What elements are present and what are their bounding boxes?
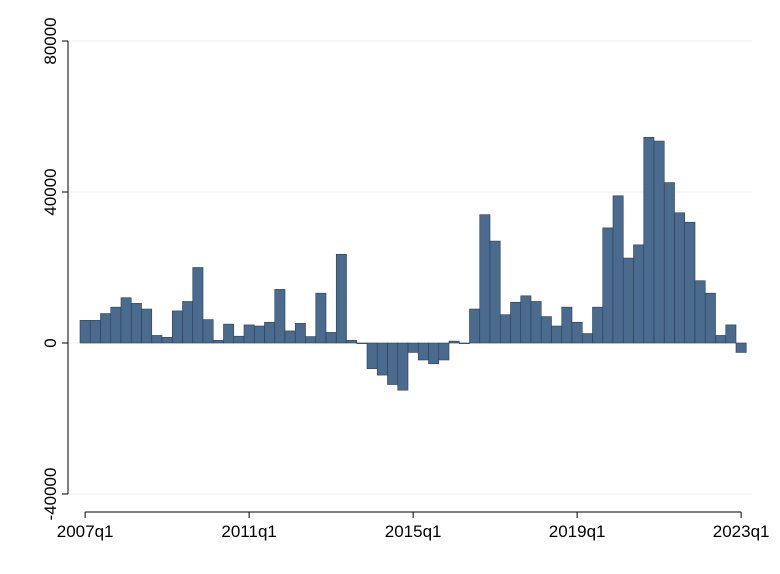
bar-2010q2 [212,340,224,344]
bar-2014q2 [376,342,388,376]
bar-2007q2 [89,320,101,344]
bar-2009q2 [171,310,183,344]
bar-2012q3 [305,336,317,344]
bar-2022q3 [715,335,727,344]
bar-2022q4 [725,324,737,344]
bar-2009q4 [192,267,204,344]
bar-2013q1 [325,332,337,344]
y-tick-label-1: 0 [41,338,60,347]
bar-2013q3 [346,340,358,344]
bar-2014q3 [387,342,399,385]
x-tick-label-2019q1: 2019q1 [549,522,606,541]
bar-2022q1 [694,280,706,344]
bar-2018q1 [530,301,542,344]
bar-2016q2 [458,342,470,344]
bar-2010q4 [233,335,245,344]
x-tick-label-2015q1: 2015q1 [385,522,442,541]
bar-2017q1 [489,240,501,344]
bar-2021q4 [684,221,696,344]
bar-2018q3 [551,325,563,344]
bar-2022q2 [704,292,716,344]
bar-2019q2 [581,333,593,344]
bar-2011q3 [264,321,276,344]
x-tick-label-2007q1: 2007q1 [57,522,114,541]
bar-2020q2 [622,257,634,344]
bar-2009q1 [161,337,173,344]
bar-2018q4 [561,306,573,344]
bar-2015q4 [438,342,450,361]
bar-2012q2 [294,323,306,344]
bar-2007q4 [110,306,122,344]
bar-2012q4 [315,292,327,344]
bar-2008q3 [141,308,153,344]
bar-2021q1 [653,140,665,344]
bar-2018q2 [540,316,552,344]
bar-2014q4 [397,342,409,391]
bar-2010q3 [223,323,235,344]
bar-2023q1 [735,342,747,353]
y-tick-label-0: -40000 [41,468,60,521]
bar-2021q3 [674,212,686,344]
bar-2008q1 [120,297,132,344]
bar-2015q3 [428,342,440,365]
bar-2017q4 [520,295,532,344]
bar-2013q4 [356,342,368,344]
bar-2007q3 [100,313,112,344]
bar-2019q3 [592,306,604,344]
bar-2017q3 [510,301,522,344]
bar-2019q1 [571,321,583,344]
bar-2009q3 [182,301,194,344]
bar-2008q2 [130,303,142,344]
axes [62,40,742,518]
y-tick-label-2: 40000 [41,168,60,215]
bar-2016q1 [448,340,460,344]
x-tick-label-2011q1: 2011q1 [221,522,276,541]
y-tick-label-3: 80000 [41,17,60,64]
bars [79,136,747,391]
bar-2015q1 [407,342,419,353]
bar-2019q4 [602,227,614,344]
bar-2020q3 [633,244,645,344]
bar-2020q1 [612,195,624,344]
bar-2016q3 [469,308,481,344]
bar-2016q4 [479,214,491,344]
bar-2007q1 [79,320,91,344]
bar-2011q1 [243,324,255,344]
bar-2017q2 [499,314,511,344]
x-tick-labels: 2007q1 2011q1 2015q1 2019q1 2023q1 [57,522,770,541]
x-tick-label-2023q1: 2023q1 [713,522,770,541]
bar-2021q2 [663,182,675,344]
bar-2011q4 [274,289,286,344]
bar-2014q1 [366,342,378,369]
bar-2012q1 [284,330,296,344]
bar-2010q1 [202,319,214,344]
y-tick-labels: -40000 0 40000 80000 [41,17,60,520]
bar-2020q4 [643,136,655,344]
bar-2008q4 [151,335,163,344]
bar-2011q2 [253,325,265,344]
bar-2015q2 [417,342,429,361]
bar-2013q2 [335,253,347,344]
